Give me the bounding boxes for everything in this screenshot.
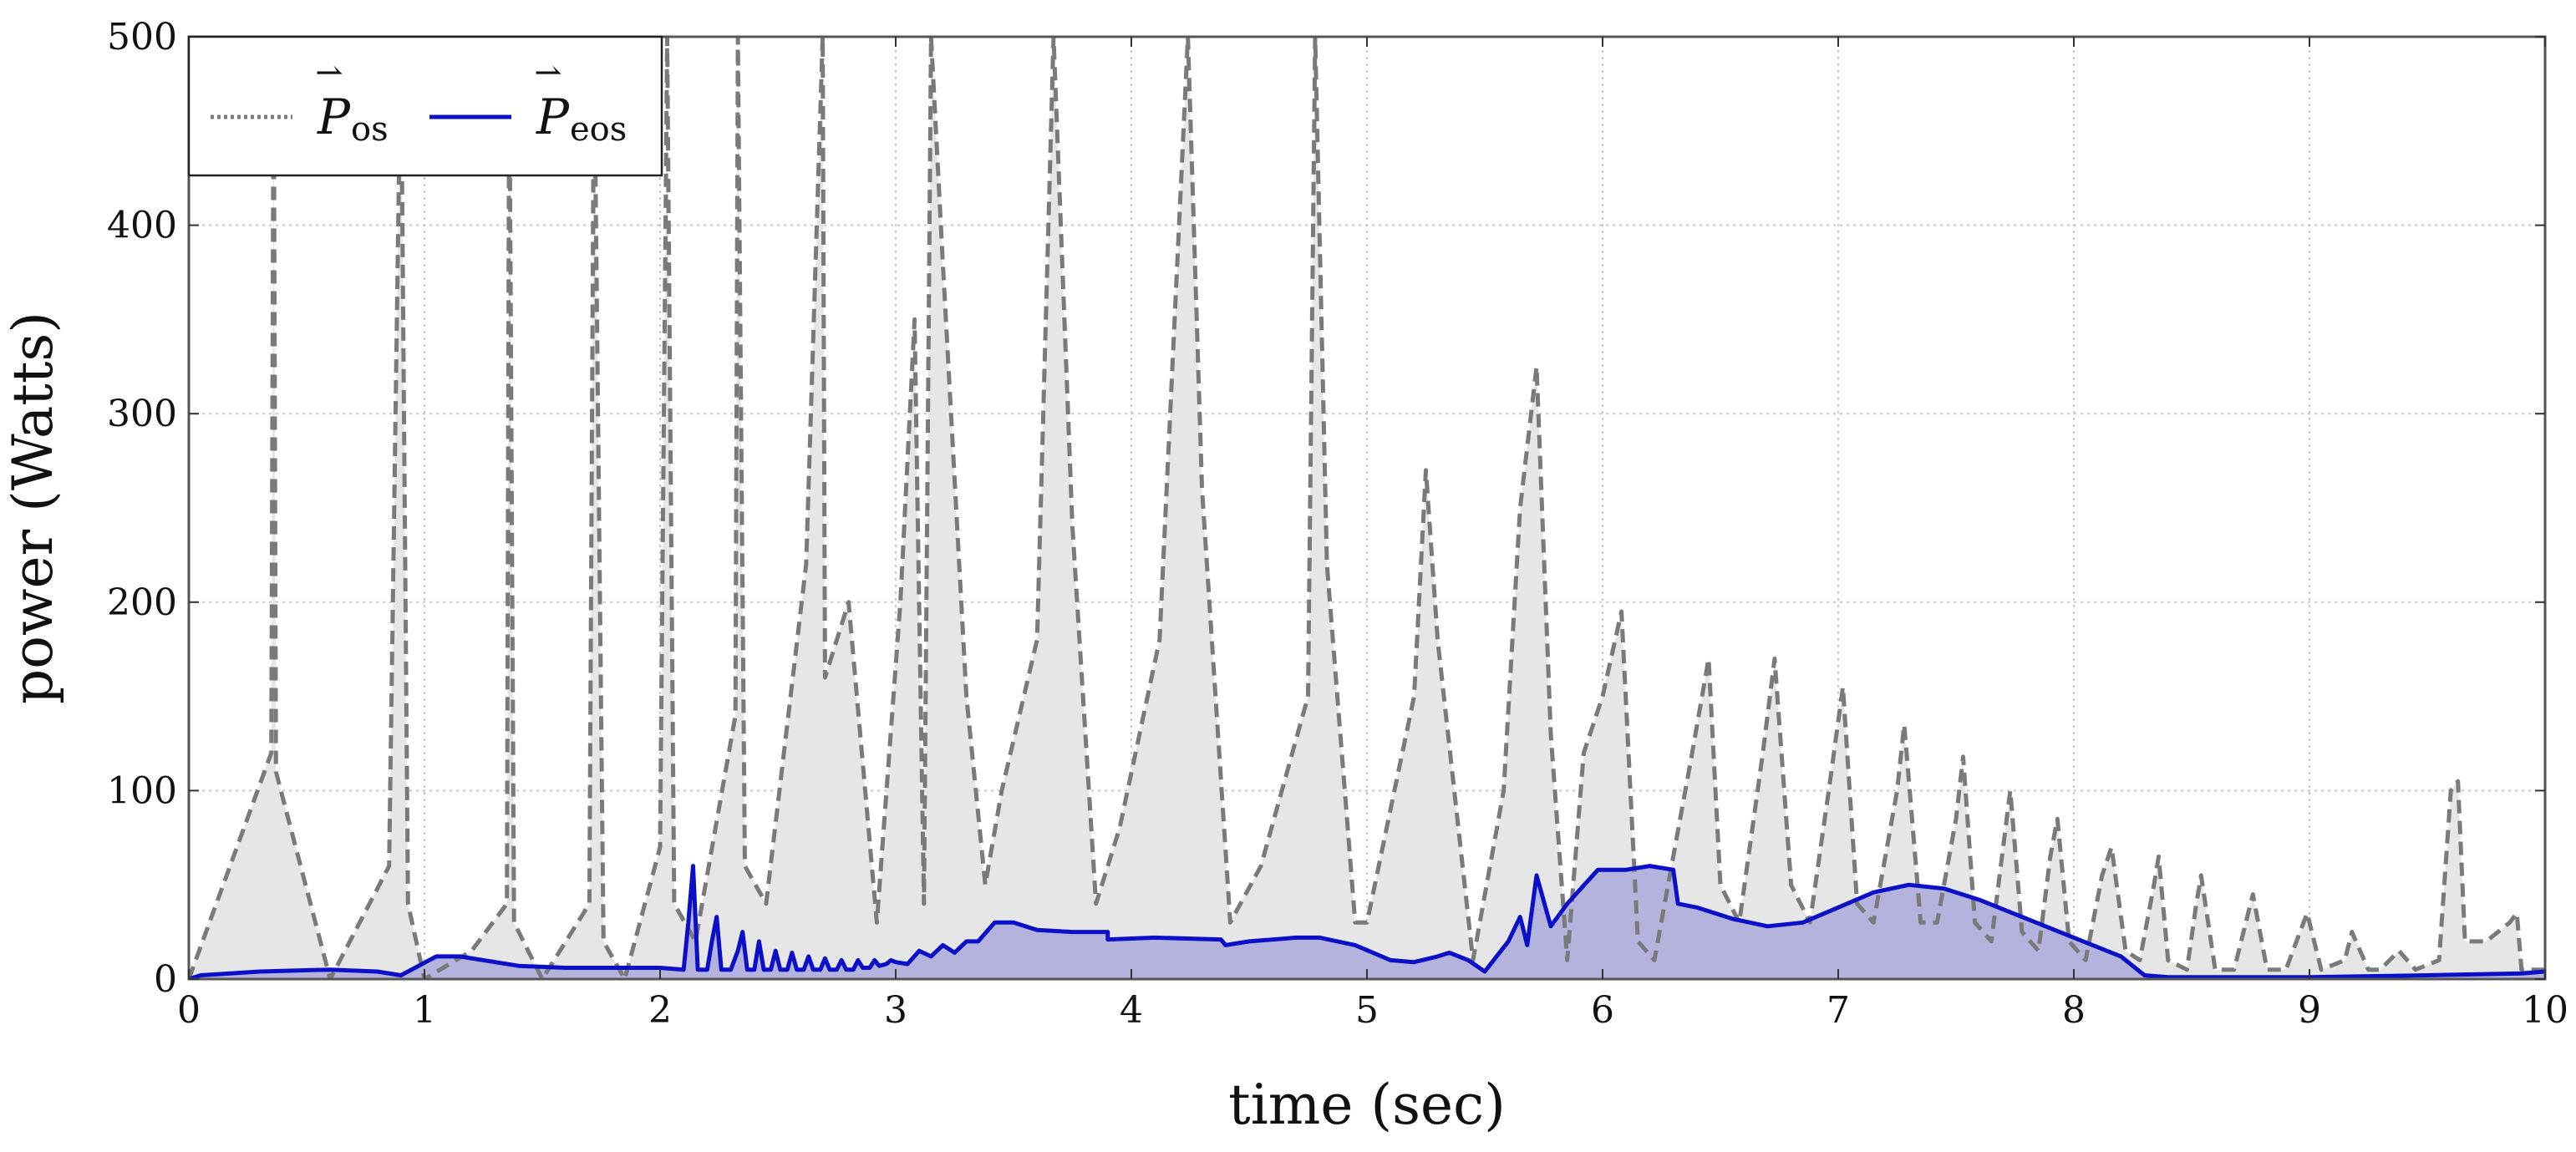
y-tick-label: 500 (107, 16, 177, 58)
x-tick-label: 7 (1827, 989, 1850, 1032)
legend-item: ⇀P eos (429, 53, 627, 149)
x-tick-label: 4 (1120, 989, 1143, 1032)
series-lines (189, 37, 2545, 979)
y-tick-label: 400 (107, 205, 177, 247)
grid (188, 36, 2546, 980)
legend-item: ⇀P os (211, 53, 389, 149)
x-tick-label: 0 (177, 989, 201, 1032)
x-tick-label: 1 (413, 989, 436, 1032)
vector-arrow-icon: ⇀ (315, 53, 343, 92)
x-tick-label: 10 (2522, 989, 2568, 1032)
p-eos-line (189, 864, 2545, 979)
x-tick-label: 5 (1355, 989, 1379, 1032)
x-tick-label: 8 (2062, 989, 2086, 1032)
legend-symbol: P (317, 89, 351, 145)
x-tick-label: 9 (2298, 989, 2321, 1032)
vector-arrow-icon: ⇀ (534, 53, 562, 92)
y-tick-label: 100 (107, 769, 177, 812)
legend: ⇀P os⇀P eos (187, 35, 663, 177)
y-axis-title: power (Watts) (1, 312, 65, 704)
p-os-line (189, 37, 2545, 979)
x-tick-label: 6 (1591, 989, 1614, 1032)
x-tick-label: 3 (884, 989, 907, 1032)
y-tick-label: 300 (107, 393, 177, 435)
x-axis-title: time (sec) (1228, 1073, 1506, 1137)
x-tick-label: 2 (648, 989, 672, 1032)
y-tick-label: 0 (154, 958, 177, 1001)
y-tick-label: 200 (107, 581, 177, 624)
legend-box (187, 35, 663, 177)
legend-symbol: P (536, 89, 570, 145)
legend-subscript: os (351, 110, 389, 149)
legend-subscript: eos (570, 110, 627, 149)
